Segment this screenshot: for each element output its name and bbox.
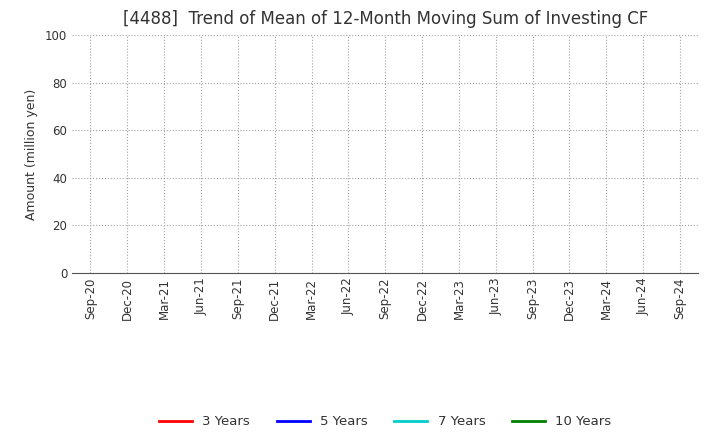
Y-axis label: Amount (million yen): Amount (million yen) bbox=[25, 88, 38, 220]
Title: [4488]  Trend of Mean of 12-Month Moving Sum of Investing CF: [4488] Trend of Mean of 12-Month Moving … bbox=[122, 10, 648, 28]
Legend: 3 Years, 5 Years, 7 Years, 10 Years: 3 Years, 5 Years, 7 Years, 10 Years bbox=[153, 410, 617, 434]
